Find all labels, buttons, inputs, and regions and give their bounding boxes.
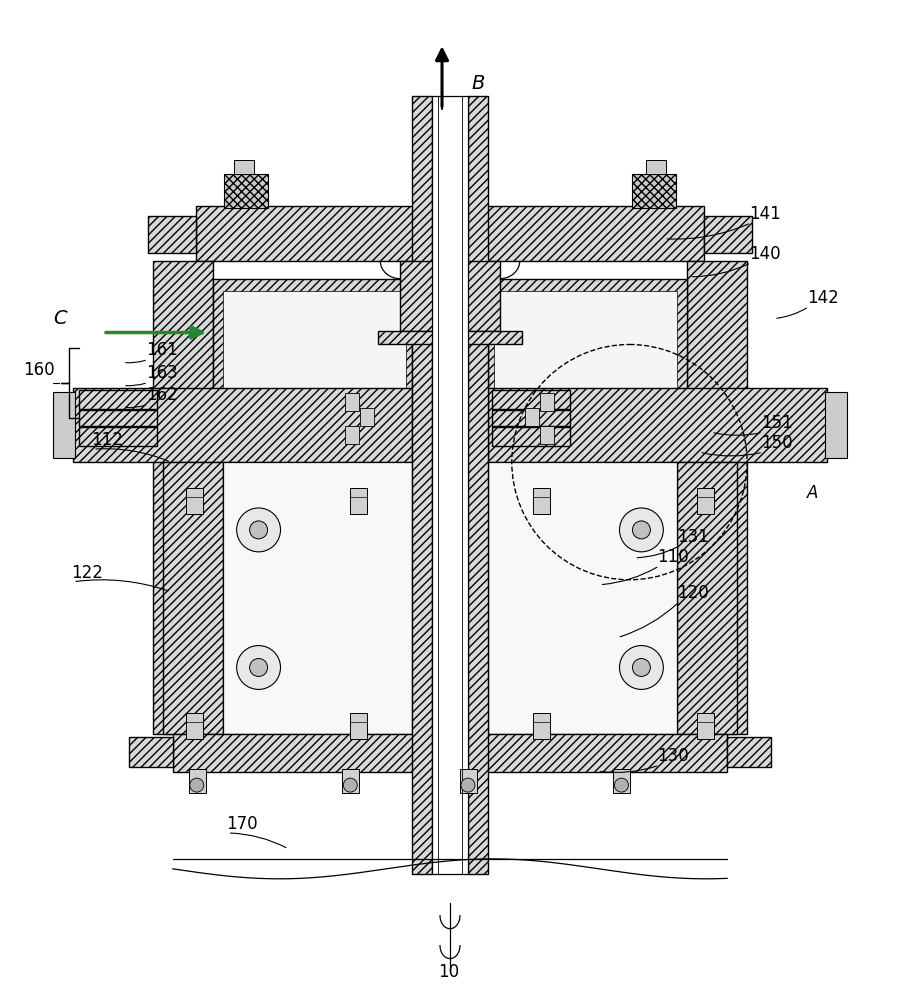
Text: 151: 151 [761, 414, 793, 432]
Bar [492, 410, 570, 426]
Bar [460, 769, 477, 793]
Circle shape [461, 778, 475, 792]
Bar [346, 426, 359, 444]
Text: 110: 110 [657, 548, 689, 566]
Text: 112: 112 [91, 431, 123, 449]
Bar [350, 488, 367, 514]
Bar [488, 388, 827, 462]
Circle shape [237, 646, 281, 689]
Text: 10: 10 [438, 963, 459, 981]
Bar [525, 408, 539, 426]
Bar [153, 261, 212, 734]
Circle shape [615, 778, 628, 792]
Bar [342, 769, 359, 793]
Bar [646, 160, 666, 174]
Text: B: B [472, 74, 485, 93]
Bar [540, 393, 554, 411]
Text: 122: 122 [71, 564, 103, 582]
Bar [185, 488, 202, 514]
Text: C: C [53, 309, 67, 328]
Bar [222, 462, 412, 734]
Bar [468, 96, 488, 874]
Bar [378, 331, 522, 344]
Text: 161: 161 [146, 341, 177, 359]
Bar [492, 390, 570, 409]
Bar [350, 713, 367, 739]
Circle shape [619, 508, 663, 552]
Bar [494, 291, 678, 704]
Text: 163: 163 [146, 364, 177, 382]
Text: 162: 162 [146, 386, 177, 404]
Bar [432, 96, 468, 874]
Bar [234, 160, 254, 174]
Bar [185, 713, 202, 739]
Text: 150: 150 [761, 434, 793, 452]
Circle shape [633, 521, 651, 539]
Bar [79, 390, 157, 409]
Bar [53, 392, 76, 458]
Bar [173, 734, 727, 772]
Text: 170: 170 [226, 815, 257, 833]
Circle shape [633, 659, 651, 676]
Bar [224, 174, 267, 208]
Bar [492, 427, 570, 446]
Bar [633, 174, 676, 208]
Text: 130: 130 [657, 747, 689, 765]
Text: 160: 160 [23, 361, 55, 379]
Text: A: A [807, 484, 818, 502]
Bar [79, 410, 157, 426]
Circle shape [619, 646, 663, 689]
Bar [698, 488, 715, 514]
Circle shape [190, 778, 203, 792]
Circle shape [237, 508, 281, 552]
Bar [212, 279, 412, 716]
Bar [727, 737, 771, 767]
Bar [614, 769, 630, 793]
Bar [148, 216, 196, 253]
Bar [488, 279, 688, 716]
Bar [79, 427, 157, 446]
Bar [400, 261, 500, 331]
Circle shape [249, 659, 267, 676]
Bar [698, 713, 715, 739]
Text: 140: 140 [749, 245, 780, 263]
Bar [540, 426, 554, 444]
Circle shape [249, 521, 267, 539]
Bar [678, 462, 737, 734]
Bar [533, 713, 550, 739]
Text: 141: 141 [749, 205, 781, 223]
Text: 131: 131 [678, 528, 709, 546]
Bar [704, 216, 752, 253]
Bar [488, 462, 678, 734]
Text: 120: 120 [678, 584, 709, 602]
Bar [688, 261, 747, 734]
Bar [824, 392, 847, 458]
Text: 142: 142 [807, 289, 839, 307]
Bar [189, 769, 206, 793]
Bar [412, 96, 432, 874]
Bar [346, 393, 359, 411]
Bar [129, 737, 173, 767]
Bar [163, 462, 222, 734]
Bar [73, 388, 412, 462]
Bar [196, 206, 704, 261]
Bar [360, 408, 374, 426]
Bar [533, 488, 550, 514]
Circle shape [343, 778, 357, 792]
Bar [222, 291, 406, 704]
